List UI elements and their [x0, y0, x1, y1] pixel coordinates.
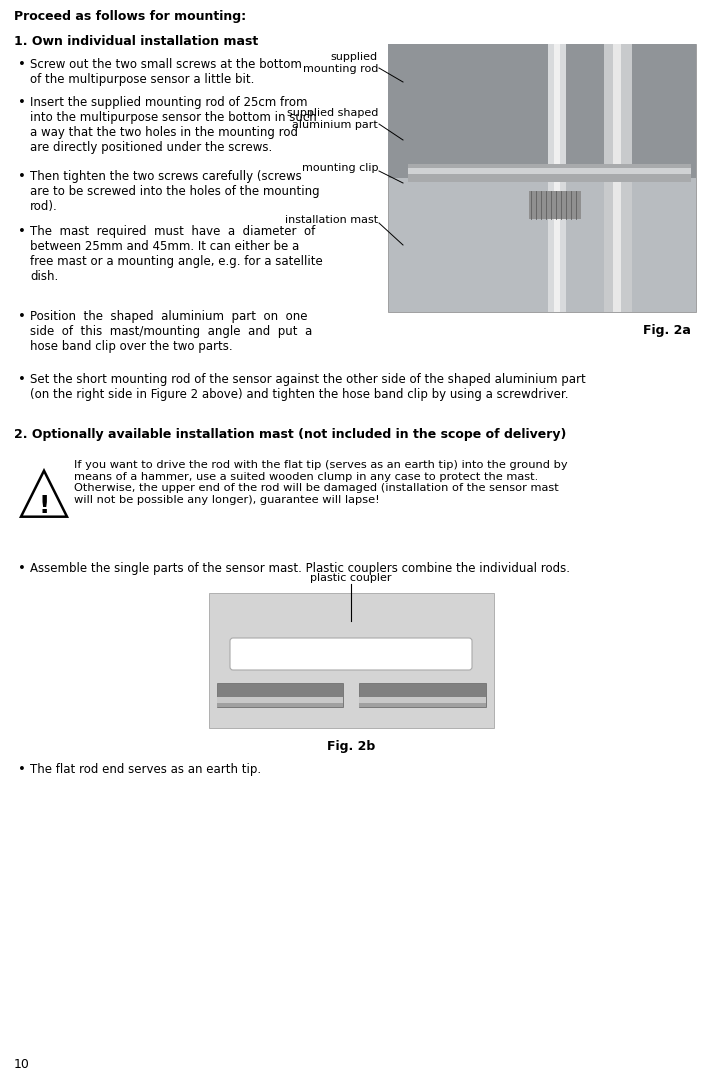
FancyBboxPatch shape [230, 637, 472, 670]
Text: •: • [18, 225, 26, 238]
Text: •: • [18, 58, 26, 71]
Bar [613, 44, 621, 312]
Text: •: • [18, 763, 26, 776]
Text: The flat rod end serves as an earth tip.: The flat rod end serves as an earth tip. [30, 763, 261, 776]
Text: Proceed as follows for mounting:: Proceed as follows for mounting: [14, 10, 246, 23]
Bar [359, 703, 486, 707]
Text: installation mast: installation mast [285, 215, 378, 225]
Polygon shape [21, 471, 67, 517]
Bar [216, 703, 343, 707]
Bar [529, 191, 581, 219]
Text: •: • [18, 310, 26, 322]
Bar [216, 683, 343, 707]
Bar [359, 683, 486, 707]
Text: Insert the supplied mounting rod of 25cm from
into the multipurpose sensor the b: Insert the supplied mounting rod of 25cm… [30, 96, 317, 154]
Text: The  mast  required  must  have  a  diameter  of
between 25mm and 45mm. It can e: The mast required must have a diameter o… [30, 225, 323, 283]
Text: 1. Own individual installation mast: 1. Own individual installation mast [14, 35, 258, 48]
Text: Set the short mounting rod of the sensor against the other side of the shaped al: Set the short mounting rod of the sensor… [30, 373, 585, 401]
Text: supplied
mounting rod: supplied mounting rod [303, 52, 378, 73]
Text: Position  the  shaped  aluminium  part  on  one
side  of  this  mast/mounting  a: Position the shaped aluminium part on on… [30, 310, 312, 353]
Bar [408, 164, 691, 182]
Bar [216, 697, 343, 703]
Text: Then tighten the two screws carefully (screws
are to be screwed into the holes o: Then tighten the two screws carefully (s… [30, 170, 319, 213]
Text: •: • [18, 170, 26, 183]
Text: •: • [18, 373, 26, 386]
Bar [208, 593, 494, 728]
Bar [604, 44, 632, 312]
Text: Fig. 2a: Fig. 2a [643, 324, 691, 336]
Text: Assemble the single parts of the sensor mast. Plastic couplers combine the indiv: Assemble the single parts of the sensor … [30, 562, 570, 575]
Text: mounting clip: mounting clip [301, 163, 378, 173]
Text: supplied shaped
aluminium part: supplied shaped aluminium part [286, 108, 378, 130]
Text: •: • [18, 562, 26, 575]
Text: Screw out the two small screws at the bottom
of the multipurpose sensor a little: Screw out the two small screws at the bo… [30, 58, 302, 86]
Bar [408, 168, 691, 174]
Bar [388, 44, 696, 178]
Text: 2. Optionally available installation mast (not included in the scope of delivery: 2. Optionally available installation mas… [14, 428, 567, 441]
Bar [555, 44, 560, 312]
Text: !: ! [39, 494, 50, 518]
Text: 10: 10 [14, 1058, 30, 1071]
Text: plastic coupler: plastic coupler [310, 573, 392, 583]
Bar [359, 697, 486, 703]
Bar [388, 44, 696, 312]
Text: •: • [18, 96, 26, 109]
Bar [548, 44, 566, 312]
Text: Fig. 2b: Fig. 2b [327, 740, 375, 752]
Text: If you want to drive the rod with the flat tip (serves as an earth tip) into the: If you want to drive the rod with the fl… [74, 460, 568, 505]
